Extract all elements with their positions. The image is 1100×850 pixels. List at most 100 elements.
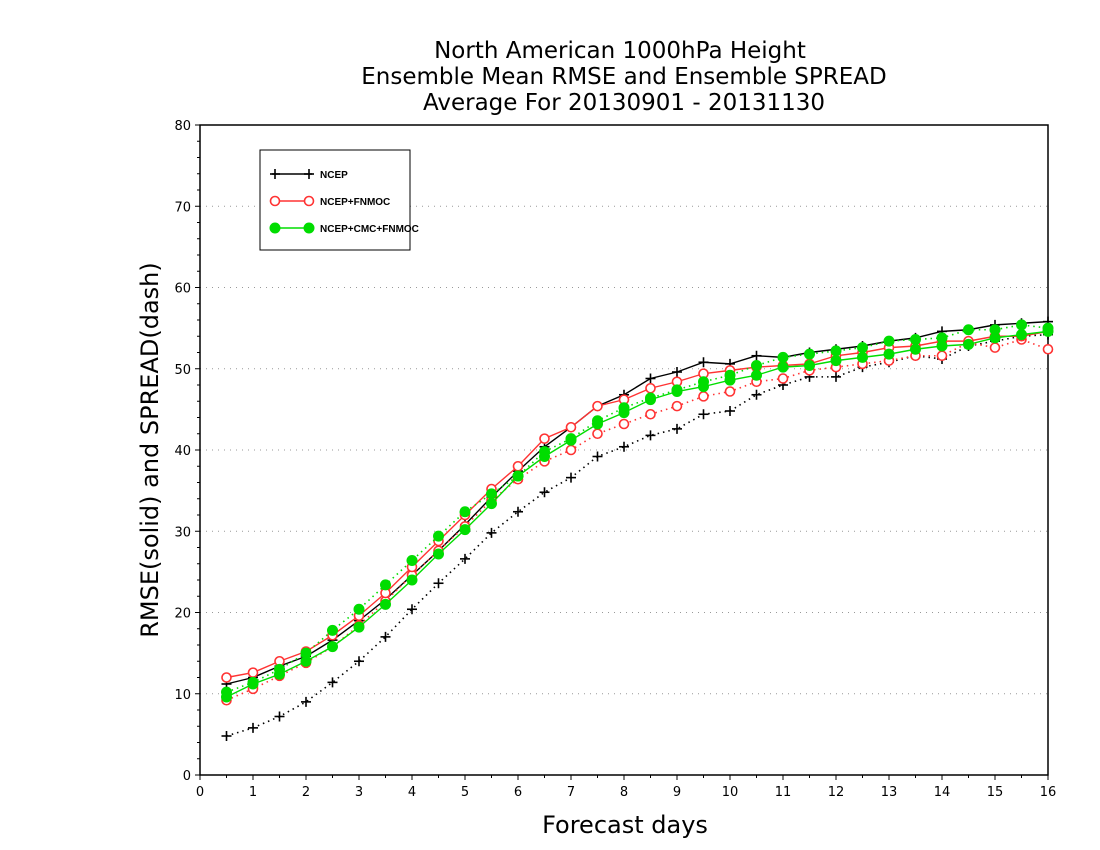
point-spread-ncep-cmc-fnmoc <box>777 351 789 363</box>
x-tick-label-1: 1 <box>249 785 257 800</box>
point-spread-ncep-cmc-fnmoc <box>963 324 974 336</box>
x-tick-label-11: 11 <box>775 785 792 800</box>
chart-title: North American 1000hPa Height Ensemble M… <box>361 38 886 116</box>
point-rmse-ncep-fnmoc <box>221 672 232 683</box>
x-tick-label-12: 12 <box>828 785 845 800</box>
point-spread-ncep <box>592 451 603 462</box>
point-rmse-ncep-cmc-fnmoc <box>433 548 444 560</box>
y-tick-label-60: 60 <box>174 282 191 297</box>
line-spread-ncep <box>226 333 1049 737</box>
point-rmse-ncep-cmc-fnmoc <box>698 381 709 393</box>
point-rmse-ncep-cmc-fnmoc <box>910 343 921 355</box>
x-tick-label-5: 5 <box>461 785 469 800</box>
point-rmse-ncep-cmc-fnmoc <box>327 641 338 653</box>
point-spread-ncep-cmc-fnmoc <box>486 488 497 500</box>
point-rmse-ncep-cmc-fnmoc <box>512 470 524 482</box>
line-spread-ncep-cmc-fnmoc <box>226 324 1049 693</box>
point-spread-ncep-cmc-fnmoc <box>804 348 815 360</box>
point-spread-ncep <box>619 441 629 452</box>
point-rmse-ncep-cmc-fnmoc <box>830 355 842 367</box>
y-tick-label-0: 0 <box>183 769 191 784</box>
point-spread-ncep-cmc-fnmoc <box>406 555 418 566</box>
point-rmse-ncep <box>751 350 762 361</box>
point-spread-ncep <box>831 371 841 382</box>
y-tick-label-70: 70 <box>174 200 191 215</box>
point-spread-ncep <box>672 423 682 434</box>
y-tick-label-20: 20 <box>174 607 191 622</box>
point-rmse-ncep-fnmoc <box>645 382 656 394</box>
series-ncep-fnmoc <box>221 326 1054 706</box>
title-line-2: Ensemble Mean RMSE and Ensemble SPREAD <box>361 64 886 90</box>
point-rmse-ncep-cmc-fnmoc <box>857 351 868 363</box>
point-spread-ncep-fnmoc <box>698 391 709 402</box>
point-spread-ncep-cmc-fnmoc <box>830 345 842 357</box>
point-spread-ncep <box>725 406 735 416</box>
x-tick-label-6: 6 <box>514 785 522 800</box>
point-rmse-ncep-cmc-fnmoc <box>406 574 418 586</box>
point-spread-ncep-cmc-fnmoc <box>751 360 762 371</box>
point-spread-ncep-fnmoc <box>989 342 1001 353</box>
y-tick-label-30: 30 <box>174 525 191 540</box>
y-tick-label-40: 40 <box>174 444 191 459</box>
point-spread-ncep-fnmoc <box>645 408 656 420</box>
point-spread-ncep <box>354 656 364 667</box>
point-spread-ncep <box>460 553 470 564</box>
point-rmse-ncep <box>672 367 682 377</box>
point-spread-ncep <box>698 409 709 420</box>
x-tick-label-9: 9 <box>673 785 681 800</box>
point-spread-ncep <box>645 430 656 441</box>
point-rmse-ncep-cmc-fnmoc <box>380 598 391 610</box>
point-spread-ncep-fnmoc <box>1042 343 1054 355</box>
point-rmse-ncep-fnmoc <box>539 433 550 444</box>
point-rmse-ncep-cmc-fnmoc <box>751 369 762 381</box>
point-spread-ncep <box>221 731 232 741</box>
series-ncep-cmc-fnmoc <box>221 319 1054 703</box>
point-rmse-ncep-cmc-fnmoc <box>883 348 895 360</box>
point-spread-ncep-fnmoc <box>777 373 789 384</box>
x-tick-label-16: 16 <box>1040 785 1057 800</box>
y-tick-label-80: 80 <box>174 119 191 134</box>
x-tick-label-14: 14 <box>934 785 951 800</box>
legend-marker <box>303 195 315 207</box>
point-spread-ncep-cmc-fnmoc <box>1016 319 1027 331</box>
x-tick-label-13: 13 <box>881 785 898 800</box>
point-rmse-ncep-cmc-fnmoc <box>592 418 603 430</box>
legend-marker <box>269 222 281 234</box>
point-spread-ncep <box>486 527 497 538</box>
point-rmse-ncep-fnmoc <box>565 421 577 433</box>
legend-label: NCEP <box>320 170 348 181</box>
point-rmse-ncep-cmc-fnmoc <box>645 394 656 406</box>
point-rmse-ncep <box>698 357 709 368</box>
point-spread-ncep <box>301 696 311 707</box>
point-rmse-ncep-cmc-fnmoc <box>804 360 815 371</box>
x-tick-label-3: 3 <box>355 785 363 800</box>
x-tick-label-7: 7 <box>567 785 575 800</box>
point-rmse-ncep-cmc-fnmoc <box>1016 329 1027 341</box>
y-axis-title: RMSE(solid) and SPREAD(dash) <box>136 262 164 638</box>
x-tick-label-2: 2 <box>302 785 310 800</box>
legend-marker <box>270 169 280 179</box>
point-rmse-ncep-cmc-fnmoc <box>618 407 630 419</box>
point-spread-ncep-fnmoc <box>592 428 603 440</box>
point-rmse-ncep-cmc-fnmoc <box>565 434 577 446</box>
point-rmse-ncep-cmc-fnmoc <box>989 332 1001 344</box>
point-spread-ncep-cmc-fnmoc <box>433 530 444 542</box>
legend-item-ncep-fnmoc: NCEP+FNMOC <box>269 195 390 208</box>
point-spread-ncep-cmc-fnmoc <box>327 624 338 636</box>
x-axis-title: Forecast days <box>542 811 708 839</box>
point-spread-ncep <box>248 722 258 733</box>
x-tick-label-10: 10 <box>722 785 739 800</box>
y-tick-label-50: 50 <box>174 363 191 378</box>
point-rmse-ncep-fnmoc <box>592 400 603 412</box>
point-rmse-ncep-cmc-fnmoc <box>300 655 312 667</box>
legend-marker <box>269 195 281 207</box>
point-rmse-ncep-cmc-fnmoc <box>486 498 497 510</box>
title-line-1: North American 1000hPa Height <box>434 38 806 64</box>
title-line-3: Average For 20130901 - 20131130 <box>423 90 825 116</box>
point-spread-ncep-cmc-fnmoc <box>380 579 391 591</box>
point-rmse-ncep-cmc-fnmoc <box>1042 325 1054 337</box>
y-tick-label-10: 10 <box>174 688 191 703</box>
x-tick-label-8: 8 <box>620 785 628 800</box>
